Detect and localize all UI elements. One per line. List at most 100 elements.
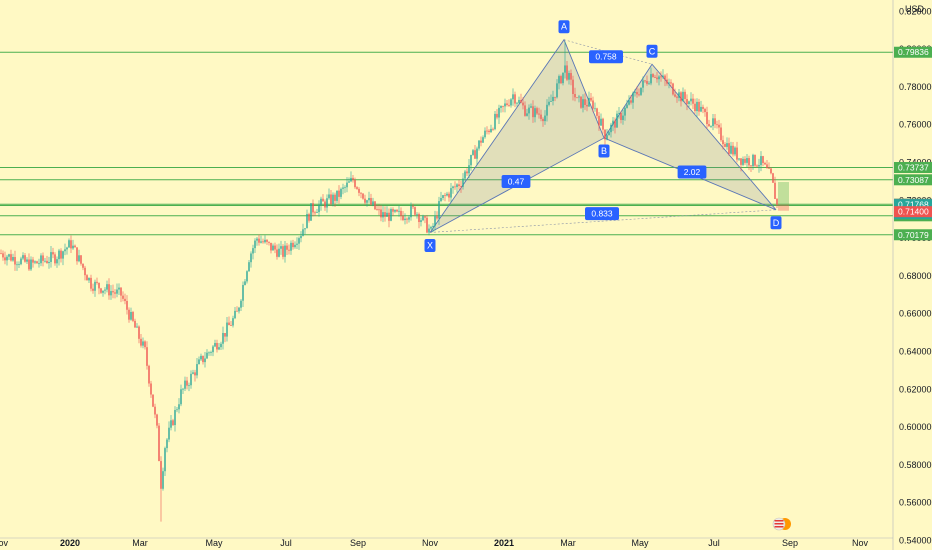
currency-label: USD [905,4,925,14]
candle-body [612,120,614,125]
candle-body [654,77,656,78]
candle-body [368,198,370,201]
candle-body [262,241,264,243]
candle-body [692,98,694,104]
candle-body [100,288,102,293]
candle-body [564,65,566,73]
candle-body [708,124,710,127]
candle-body [98,282,100,289]
candle-body [556,83,558,98]
candle-body [712,118,714,127]
candle-body [614,120,616,128]
candle-body [608,132,610,136]
price-tick-label: 0.58000 [899,460,932,470]
candle-body [94,281,96,291]
price-tick-label: 0.82000 [899,6,932,16]
price-tick-label: 0.78000 [899,82,932,92]
candle-body [398,210,400,212]
candle-body [200,355,202,360]
candle-body [144,341,146,348]
candle-body [732,145,734,155]
price-tick-label: 0.76000 [899,120,932,130]
level-price-tag: 0.79836 [898,47,929,57]
candle-body [590,97,592,101]
point-label: A [561,22,567,32]
candle-body [240,300,242,308]
level-price-tag-box [894,174,932,186]
time-axis[interactable]: Nov 2020 Mar May Jul Sep Nov 2021 Mar May Jul Sep No… [0,538,868,548]
candle-body [336,190,338,201]
candle-body [44,260,46,262]
candle-body [264,239,266,243]
candle-body [550,100,552,102]
candle-body [706,112,708,125]
candle-body [756,165,758,167]
candle-body [180,389,182,405]
candle-body [558,76,560,84]
current-price-tag: 0.71400 [898,207,929,217]
candle-body [308,213,310,221]
candle-body [272,245,274,251]
candle-body [282,246,284,257]
candle-body [688,101,690,105]
time-tick-label: May [631,538,649,548]
candle-body [722,140,724,145]
ratio-label: 0.833 [591,209,613,219]
candle-body [472,150,474,155]
candle-body [718,124,720,128]
candle-body [78,255,80,262]
harmonic-pattern [429,38,777,233]
candle-body [520,99,522,103]
candle-body [510,99,512,106]
candle-body [284,245,286,257]
candle-body [766,164,768,169]
candle-body [218,347,220,350]
current-price-tag-box [894,206,932,218]
candle-body [370,198,372,205]
time-tick-label: May [205,538,223,548]
candle-body [734,147,736,155]
candle-body [134,320,136,328]
ratio-label-box [585,207,619,221]
candle-body [40,255,42,264]
candle-body [224,332,226,337]
candle-body [210,352,212,353]
candle-body [644,80,646,82]
candle-body [752,154,754,167]
candle-body [640,87,642,95]
candle-body [592,100,594,109]
price-tick-label: 0.66000 [899,309,932,319]
candle-body [158,425,160,462]
candle-body [726,143,728,147]
candle-body [296,243,298,245]
candle-body [470,154,472,166]
candle-body [120,287,122,296]
candle-body [332,194,334,204]
candle-body [140,338,142,346]
candle-body [700,106,702,112]
candle-body [714,118,716,125]
candle-body [462,178,464,187]
market-status-icon[interactable] [772,517,791,531]
candle-body [382,212,384,218]
candle-body [410,206,412,218]
candle-body [118,287,120,290]
candle-body [518,99,520,103]
candle-body [250,253,252,263]
candle-body [440,198,442,202]
candle-body [102,290,104,293]
price-axis[interactable]: 0.820000.800000.780000.760000.740000.720… [899,6,932,545]
time-tick-label: Nov [852,538,869,548]
price-tick-label: 0.54000 [899,536,932,546]
candle-body [222,332,224,344]
candle-body [374,201,376,210]
candle-body [540,114,542,119]
candle-body [596,108,598,116]
candle-body [372,201,374,205]
candle-body [220,343,222,348]
candle-body [416,213,418,215]
level-price-tag: 0.70179 [898,230,929,240]
candle-body [226,322,228,337]
candle-body [622,115,624,121]
